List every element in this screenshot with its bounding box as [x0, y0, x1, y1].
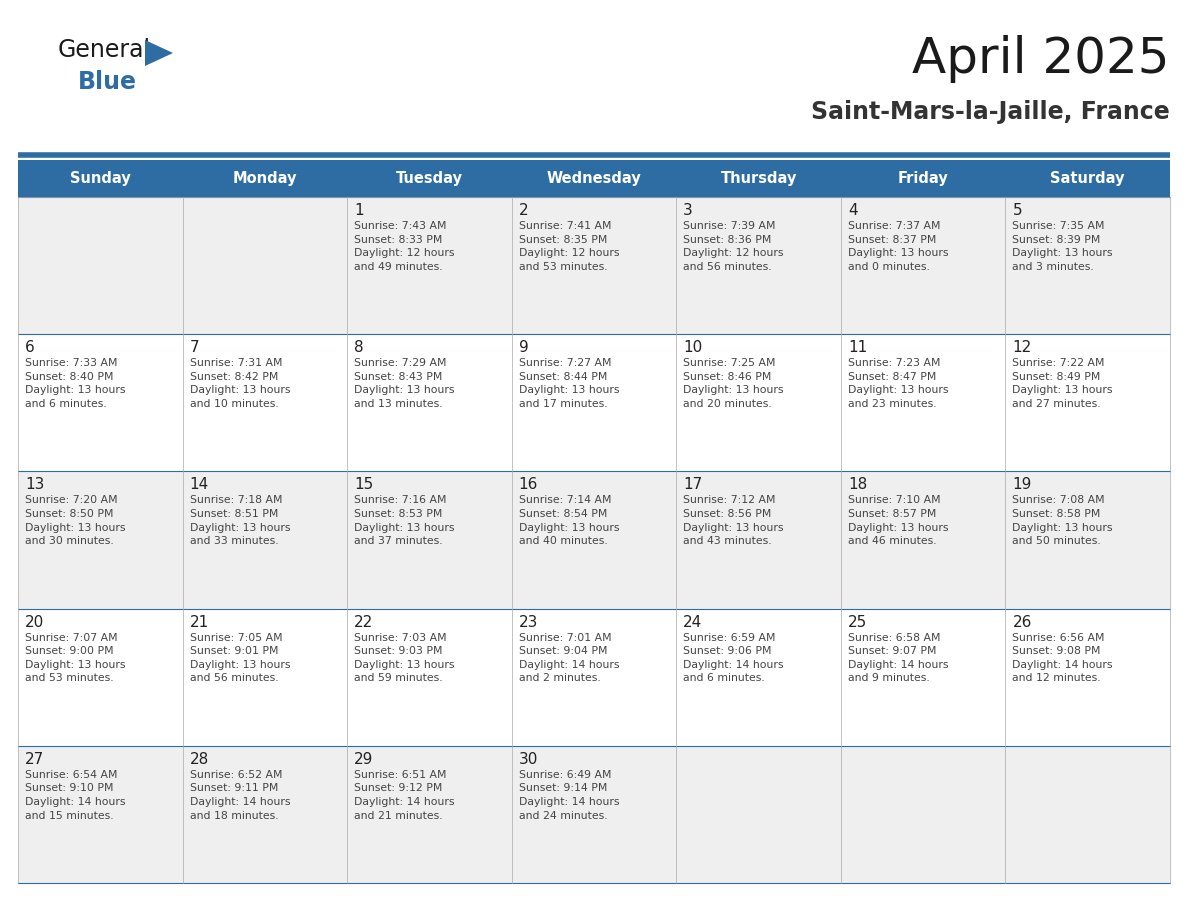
- Text: Sunrise: 7:25 AM
Sunset: 8:46 PM
Daylight: 13 hours
and 20 minutes.: Sunrise: 7:25 AM Sunset: 8:46 PM Dayligh…: [683, 358, 784, 409]
- Text: 10: 10: [683, 341, 702, 355]
- Text: 20: 20: [25, 614, 44, 630]
- Text: 11: 11: [848, 341, 867, 355]
- Polygon shape: [145, 40, 173, 66]
- Text: Sunrise: 7:23 AM
Sunset: 8:47 PM
Daylight: 13 hours
and 23 minutes.: Sunrise: 7:23 AM Sunset: 8:47 PM Dayligh…: [848, 358, 948, 409]
- Text: 23: 23: [519, 614, 538, 630]
- Text: Sunrise: 6:59 AM
Sunset: 9:06 PM
Daylight: 14 hours
and 6 minutes.: Sunrise: 6:59 AM Sunset: 9:06 PM Dayligh…: [683, 633, 784, 683]
- Text: 21: 21: [190, 614, 209, 630]
- Text: Sunrise: 6:58 AM
Sunset: 9:07 PM
Daylight: 14 hours
and 9 minutes.: Sunrise: 6:58 AM Sunset: 9:07 PM Dayligh…: [848, 633, 948, 683]
- Text: April 2025: April 2025: [912, 35, 1170, 83]
- Bar: [18, 745, 1170, 883]
- Text: Sunrise: 7:27 AM
Sunset: 8:44 PM
Daylight: 13 hours
and 17 minutes.: Sunrise: 7:27 AM Sunset: 8:44 PM Dayligh…: [519, 358, 619, 409]
- Text: Sunrise: 7:22 AM
Sunset: 8:49 PM
Daylight: 13 hours
and 27 minutes.: Sunrise: 7:22 AM Sunset: 8:49 PM Dayligh…: [1012, 358, 1113, 409]
- Text: Monday: Monday: [233, 171, 297, 186]
- Text: 14: 14: [190, 477, 209, 492]
- Text: Thursday: Thursday: [720, 171, 797, 186]
- Text: Sunrise: 7:10 AM
Sunset: 8:57 PM
Daylight: 13 hours
and 46 minutes.: Sunrise: 7:10 AM Sunset: 8:57 PM Dayligh…: [848, 496, 948, 546]
- Text: Sunday: Sunday: [70, 171, 131, 186]
- Bar: [18, 609, 1170, 745]
- Text: 15: 15: [354, 477, 373, 492]
- Text: Sunrise: 7:18 AM
Sunset: 8:51 PM
Daylight: 13 hours
and 33 minutes.: Sunrise: 7:18 AM Sunset: 8:51 PM Dayligh…: [190, 496, 290, 546]
- Bar: [18, 197, 1170, 334]
- Text: Sunrise: 6:52 AM
Sunset: 9:11 PM
Daylight: 14 hours
and 18 minutes.: Sunrise: 6:52 AM Sunset: 9:11 PM Dayligh…: [190, 770, 290, 821]
- Text: Sunrise: 7:12 AM
Sunset: 8:56 PM
Daylight: 13 hours
and 43 minutes.: Sunrise: 7:12 AM Sunset: 8:56 PM Dayligh…: [683, 496, 784, 546]
- Text: 27: 27: [25, 752, 44, 767]
- Text: 3: 3: [683, 203, 693, 218]
- Text: Sunrise: 7:43 AM
Sunset: 8:33 PM
Daylight: 12 hours
and 49 minutes.: Sunrise: 7:43 AM Sunset: 8:33 PM Dayligh…: [354, 221, 455, 272]
- Text: 8: 8: [354, 341, 364, 355]
- Text: Sunrise: 7:35 AM
Sunset: 8:39 PM
Daylight: 13 hours
and 3 minutes.: Sunrise: 7:35 AM Sunset: 8:39 PM Dayligh…: [1012, 221, 1113, 272]
- Text: 18: 18: [848, 477, 867, 492]
- Text: General: General: [58, 38, 151, 62]
- Text: 17: 17: [683, 477, 702, 492]
- Text: Saturday: Saturday: [1050, 171, 1125, 186]
- Text: 5: 5: [1012, 203, 1022, 218]
- Text: 12: 12: [1012, 341, 1031, 355]
- Text: Wednesday: Wednesday: [546, 171, 642, 186]
- Text: Tuesday: Tuesday: [396, 171, 463, 186]
- Text: Saint-Mars-la-Jaille, France: Saint-Mars-la-Jaille, France: [811, 100, 1170, 124]
- Text: Sunrise: 7:14 AM
Sunset: 8:54 PM
Daylight: 13 hours
and 40 minutes.: Sunrise: 7:14 AM Sunset: 8:54 PM Dayligh…: [519, 496, 619, 546]
- Text: Sunrise: 7:41 AM
Sunset: 8:35 PM
Daylight: 12 hours
and 53 minutes.: Sunrise: 7:41 AM Sunset: 8:35 PM Dayligh…: [519, 221, 619, 272]
- Text: 6: 6: [25, 341, 34, 355]
- Bar: [18, 160, 1170, 197]
- Text: 1: 1: [354, 203, 364, 218]
- Text: Sunrise: 7:07 AM
Sunset: 9:00 PM
Daylight: 13 hours
and 53 minutes.: Sunrise: 7:07 AM Sunset: 9:00 PM Dayligh…: [25, 633, 126, 683]
- Text: Sunrise: 7:01 AM
Sunset: 9:04 PM
Daylight: 14 hours
and 2 minutes.: Sunrise: 7:01 AM Sunset: 9:04 PM Dayligh…: [519, 633, 619, 683]
- Text: 19: 19: [1012, 477, 1032, 492]
- Text: Friday: Friday: [898, 171, 948, 186]
- Bar: [18, 472, 1170, 609]
- Bar: [18, 334, 1170, 472]
- Text: 4: 4: [848, 203, 858, 218]
- Text: Sunrise: 7:03 AM
Sunset: 9:03 PM
Daylight: 13 hours
and 59 minutes.: Sunrise: 7:03 AM Sunset: 9:03 PM Dayligh…: [354, 633, 455, 683]
- Text: 22: 22: [354, 614, 373, 630]
- Text: 13: 13: [25, 477, 44, 492]
- Text: 2: 2: [519, 203, 529, 218]
- Text: 24: 24: [683, 614, 702, 630]
- Text: Sunrise: 7:37 AM
Sunset: 8:37 PM
Daylight: 13 hours
and 0 minutes.: Sunrise: 7:37 AM Sunset: 8:37 PM Dayligh…: [848, 221, 948, 272]
- Text: Sunrise: 7:08 AM
Sunset: 8:58 PM
Daylight: 13 hours
and 50 minutes.: Sunrise: 7:08 AM Sunset: 8:58 PM Dayligh…: [1012, 496, 1113, 546]
- Text: Blue: Blue: [78, 70, 137, 94]
- Text: 29: 29: [354, 752, 373, 767]
- Text: Sunrise: 7:20 AM
Sunset: 8:50 PM
Daylight: 13 hours
and 30 minutes.: Sunrise: 7:20 AM Sunset: 8:50 PM Dayligh…: [25, 496, 126, 546]
- Text: Sunrise: 7:31 AM
Sunset: 8:42 PM
Daylight: 13 hours
and 10 minutes.: Sunrise: 7:31 AM Sunset: 8:42 PM Dayligh…: [190, 358, 290, 409]
- Text: 16: 16: [519, 477, 538, 492]
- Text: Sunrise: 7:33 AM
Sunset: 8:40 PM
Daylight: 13 hours
and 6 minutes.: Sunrise: 7:33 AM Sunset: 8:40 PM Dayligh…: [25, 358, 126, 409]
- Text: 28: 28: [190, 752, 209, 767]
- Text: Sunrise: 7:29 AM
Sunset: 8:43 PM
Daylight: 13 hours
and 13 minutes.: Sunrise: 7:29 AM Sunset: 8:43 PM Dayligh…: [354, 358, 455, 409]
- Text: Sunrise: 6:56 AM
Sunset: 9:08 PM
Daylight: 14 hours
and 12 minutes.: Sunrise: 6:56 AM Sunset: 9:08 PM Dayligh…: [1012, 633, 1113, 683]
- Text: 9: 9: [519, 341, 529, 355]
- Text: 30: 30: [519, 752, 538, 767]
- Text: 25: 25: [848, 614, 867, 630]
- Text: Sunrise: 6:51 AM
Sunset: 9:12 PM
Daylight: 14 hours
and 21 minutes.: Sunrise: 6:51 AM Sunset: 9:12 PM Dayligh…: [354, 770, 455, 821]
- Text: Sunrise: 6:49 AM
Sunset: 9:14 PM
Daylight: 14 hours
and 24 minutes.: Sunrise: 6:49 AM Sunset: 9:14 PM Dayligh…: [519, 770, 619, 821]
- Text: 7: 7: [190, 341, 200, 355]
- Text: 26: 26: [1012, 614, 1032, 630]
- Text: Sunrise: 7:05 AM
Sunset: 9:01 PM
Daylight: 13 hours
and 56 minutes.: Sunrise: 7:05 AM Sunset: 9:01 PM Dayligh…: [190, 633, 290, 683]
- Text: Sunrise: 7:16 AM
Sunset: 8:53 PM
Daylight: 13 hours
and 37 minutes.: Sunrise: 7:16 AM Sunset: 8:53 PM Dayligh…: [354, 496, 455, 546]
- Text: Sunrise: 6:54 AM
Sunset: 9:10 PM
Daylight: 14 hours
and 15 minutes.: Sunrise: 6:54 AM Sunset: 9:10 PM Dayligh…: [25, 770, 126, 821]
- Text: Sunrise: 7:39 AM
Sunset: 8:36 PM
Daylight: 12 hours
and 56 minutes.: Sunrise: 7:39 AM Sunset: 8:36 PM Dayligh…: [683, 221, 784, 272]
